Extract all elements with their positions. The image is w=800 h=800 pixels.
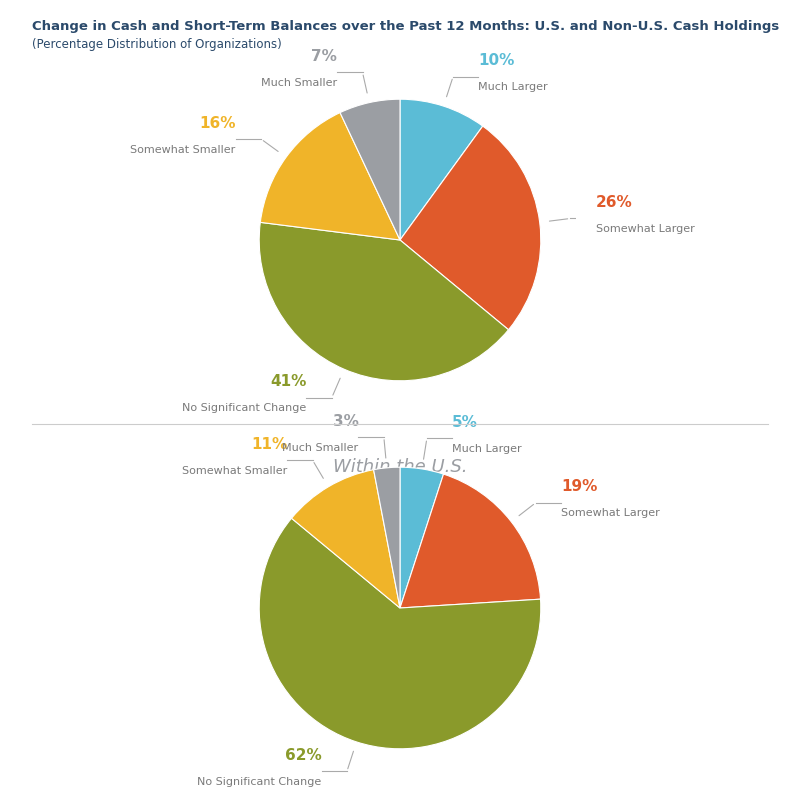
Wedge shape (374, 467, 400, 608)
Wedge shape (260, 113, 400, 240)
Text: 7%: 7% (311, 49, 337, 64)
Text: (Percentage Distribution of Organizations): (Percentage Distribution of Organization… (32, 38, 282, 51)
Text: Much Smaller: Much Smaller (261, 78, 337, 88)
Text: Much Smaller: Much Smaller (282, 442, 358, 453)
Text: 11%: 11% (251, 437, 287, 452)
Text: Somewhat Larger: Somewhat Larger (561, 508, 660, 518)
Wedge shape (400, 474, 541, 608)
Text: Change in Cash and Short-Term Balances over the Past 12 Months: U.S. and Non-U.S: Change in Cash and Short-Term Balances o… (32, 20, 779, 33)
Text: 19%: 19% (561, 479, 598, 494)
Text: 10%: 10% (478, 53, 515, 68)
Text: 62%: 62% (285, 748, 322, 763)
Text: Somewhat Smaller: Somewhat Smaller (182, 466, 287, 476)
Wedge shape (259, 518, 541, 749)
Text: Somewhat Larger: Somewhat Larger (596, 224, 694, 234)
Text: Much Larger: Much Larger (478, 82, 548, 92)
Text: No Significant Change: No Significant Change (198, 777, 322, 787)
Text: 41%: 41% (270, 374, 306, 390)
Wedge shape (400, 467, 443, 608)
Wedge shape (340, 99, 400, 240)
Text: 3%: 3% (333, 414, 358, 429)
Wedge shape (291, 470, 400, 608)
Text: 26%: 26% (596, 195, 633, 210)
Text: 16%: 16% (199, 115, 236, 130)
Text: No Significant Change: No Significant Change (182, 403, 306, 414)
Wedge shape (400, 99, 482, 240)
Text: Somewhat Smaller: Somewhat Smaller (130, 145, 236, 154)
Wedge shape (259, 222, 509, 381)
Text: Within the U.S.: Within the U.S. (333, 458, 467, 476)
Text: Much Larger: Much Larger (452, 444, 522, 454)
Wedge shape (400, 126, 541, 330)
Text: 5%: 5% (452, 415, 478, 430)
